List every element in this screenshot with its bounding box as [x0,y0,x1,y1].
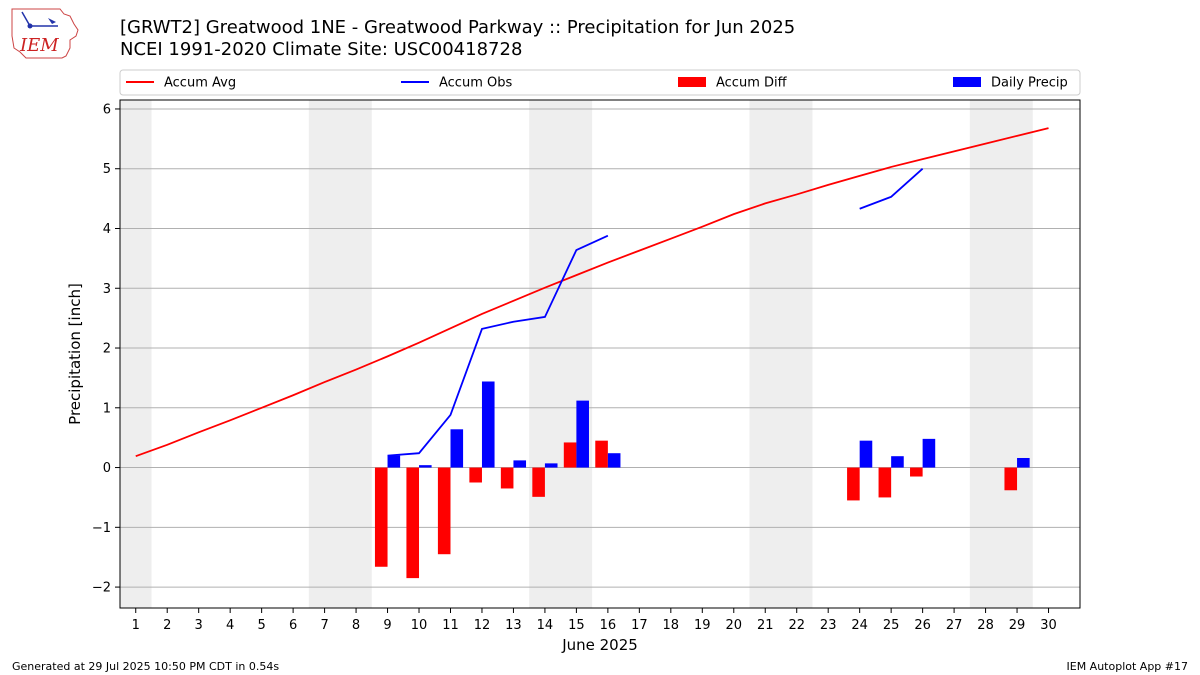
weekend-band [120,100,152,608]
y-tick-label: 5 [103,162,111,177]
y-tick-label: 6 [103,102,111,117]
accum-diff-bar [406,467,420,579]
daily-precip-bar [922,438,936,468]
weekend-band [749,100,813,608]
x-tick-label: 16 [600,618,617,633]
accum-diff-bar [563,442,577,468]
accum-diff-bar [595,440,608,468]
x-tick-label: 18 [663,618,680,633]
x-tick-label: 26 [914,618,931,633]
logo-text: IEM [19,35,59,56]
x-tick-label: 5 [257,618,265,633]
x-tick-label: 22 [788,618,805,633]
daily-precip-bar [1017,457,1030,468]
accum-diff-bar [500,467,514,489]
x-tick-label: 8 [352,618,360,633]
legend-swatch [678,77,706,87]
legend-box [119,69,1081,96]
weekend-band [308,100,372,608]
daily-precip-bar [607,453,621,468]
chart-subtitle: NCEI 1991-2020 Climate Site: USC00418728 [120,39,523,60]
daily-precip-bar [891,456,904,468]
x-tick-label: 17 [631,618,648,633]
accum-diff-bar [469,467,482,483]
x-tick-label: 29 [1009,618,1026,633]
y-tick-label: −1 [92,521,111,536]
x-tick-label: 7 [320,618,328,633]
legend: Accum Avg Accum Obs Accum Diff Daily Precip [119,69,1081,96]
daily-precip-bar [450,429,464,468]
accum-diff-bar [910,467,923,477]
daily-precip-bar [481,381,495,468]
x-tick-label: 1 [132,618,140,633]
y-tick-label: 3 [103,282,111,297]
x-tick-label: 25 [883,618,900,633]
grid-lines [120,108,1080,588]
x-tick-label: 15 [568,618,585,633]
accum-diff-bar [437,467,451,555]
x-tick-label: 21 [757,618,774,633]
x-tick-label: 20 [725,618,742,633]
accum-diff-bar [1004,467,1018,491]
y-tick-label: 1 [103,401,111,416]
iem-logo: IEM [11,8,79,59]
x-tick-label: 23 [820,618,837,633]
x-axis-label: June 2025 [561,636,638,654]
generated-timestamp: Generated at 29 Jul 2025 10:50 PM CDT in… [12,660,280,673]
x-tick-label: 12 [474,618,491,633]
daily-precip-bar [859,440,873,468]
accum-diff-bar [878,467,892,498]
accum-avg-line [135,127,1049,458]
bars [374,381,1030,579]
daily-precip-bar [419,465,432,468]
legend-swatch [953,77,981,87]
x-tick-label: 6 [289,618,297,633]
y-tick-label: −2 [92,581,111,596]
accum-obs-line [859,168,924,210]
accum-diff-bar [847,467,860,501]
legend-label: Accum Avg [164,76,236,91]
x-tick-label: 13 [505,618,522,633]
x-tick-label: 2 [163,618,171,633]
y-tick-label: 4 [103,222,111,237]
legend-label: Accum Diff [716,76,788,91]
x-tick-label: 30 [1040,618,1057,633]
x-tick-label: 27 [946,618,963,633]
y-tick-label: 2 [103,342,111,357]
accum-diff-bar [532,467,545,497]
y-axis-label: Precipitation [inch] [66,283,84,425]
x-tick-label: 24 [851,618,868,633]
app-label: IEM Autoplot App #17 [1066,660,1189,673]
daily-precip-bar [576,400,589,468]
weekend-band [529,100,593,608]
x-tick-label: 28 [977,618,994,633]
x-tick-label: 3 [195,618,203,633]
weekend-shading [120,100,1033,608]
chart-title: [GRWT2] Greatwood 1NE - Greatwood Parkwa… [120,17,796,38]
plot-frame [119,99,1081,609]
x-tick-label: 9 [383,618,391,633]
accum-obs-line [387,234,609,457]
legend-label: Daily Precip [991,76,1068,91]
y-tick-label: 0 [103,461,111,476]
x-tick-label: 14 [537,618,554,633]
x-tick-label: 19 [694,618,711,633]
daily-precip-bar [513,460,527,468]
daily-precip-bar [544,463,558,468]
x-tick-label: 4 [226,618,234,633]
daily-precip-bar [387,455,401,468]
x-tick-label: 11 [442,618,459,633]
weekend-band [969,100,1033,608]
legend-label: Accum Obs [439,76,512,91]
lines [135,127,1049,458]
x-tick-label: 10 [411,618,428,633]
accum-diff-bar [374,467,388,567]
